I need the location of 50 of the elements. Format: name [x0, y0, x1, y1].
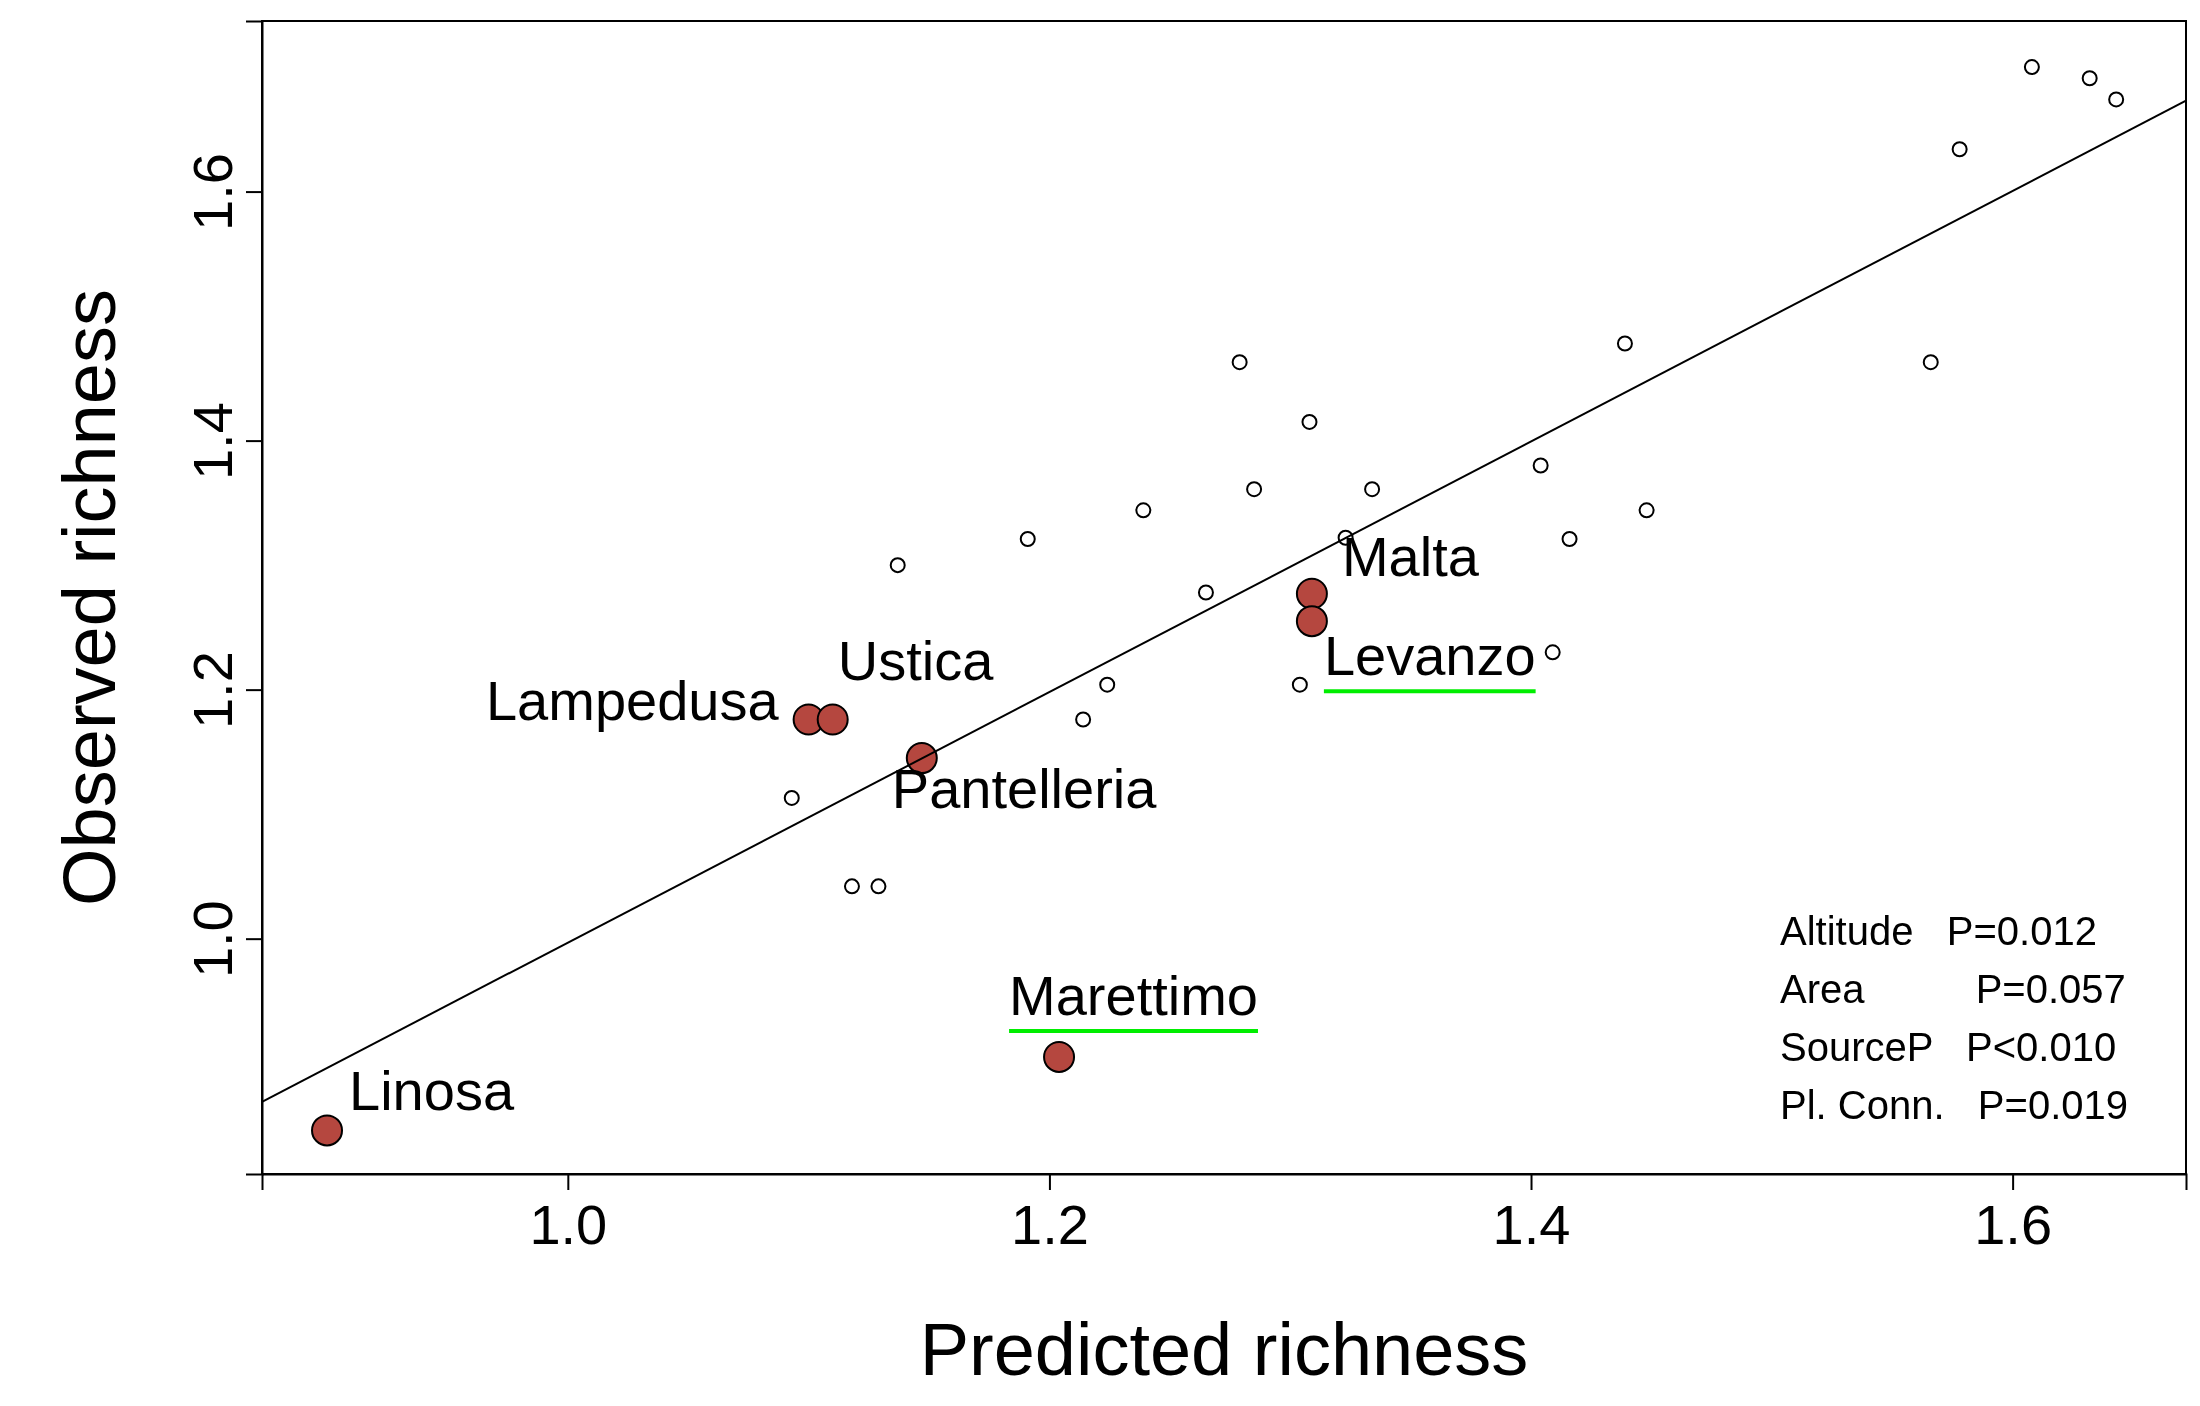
y-tick-label: 1.0	[180, 900, 244, 979]
annotation: Linosa	[349, 1059, 515, 1123]
annotation: Lampedusa	[485, 668, 780, 732]
annotation: Malta	[1341, 524, 1480, 588]
point	[1532, 457, 1549, 474]
point	[2108, 91, 2125, 108]
annotation: Marettimo	[1009, 963, 1258, 1027]
point	[889, 557, 906, 574]
point	[1544, 644, 1561, 661]
point	[843, 878, 860, 895]
point	[1043, 1040, 1076, 1073]
point	[783, 789, 800, 806]
point	[311, 1114, 344, 1147]
point	[870, 878, 887, 895]
point	[1951, 141, 1968, 158]
point	[1019, 530, 1036, 547]
y-tick-label: 1.2	[180, 651, 244, 730]
point	[1075, 711, 1092, 728]
point	[1231, 354, 1248, 371]
point	[1301, 413, 1318, 430]
point	[2023, 59, 2040, 76]
x-tick-label: 1.0	[529, 1192, 608, 1256]
annotation: Pantelleria	[891, 757, 1158, 821]
annotation: Area P=0.057	[1780, 967, 2126, 1011]
x-axis-title: Predicted richness	[919, 1308, 1529, 1391]
point	[1246, 481, 1263, 498]
point	[1197, 584, 1214, 601]
annotation: Levanzo	[1323, 624, 1536, 688]
point	[1291, 676, 1308, 693]
annotation: Ustica	[837, 628, 995, 692]
point	[2081, 70, 2098, 87]
point	[1364, 481, 1381, 498]
point	[1295, 605, 1328, 638]
point	[1099, 676, 1116, 693]
point	[1616, 335, 1633, 352]
point	[1561, 530, 1578, 547]
x-tick-label: 1.6	[1974, 1192, 2053, 1256]
point	[1638, 502, 1655, 519]
point	[1295, 577, 1328, 610]
x-tick-label: 1.4	[1492, 1192, 1571, 1256]
y-axis-title: Observed richness	[48, 289, 131, 906]
y-tick-label: 1.4	[180, 402, 244, 481]
point	[1135, 502, 1152, 519]
point	[1922, 354, 1939, 371]
point	[816, 703, 849, 736]
x-tick-label: 1.2	[1010, 1192, 1089, 1256]
annotation: Altitude P=0.012	[1780, 909, 2097, 953]
annotation: SourceP P<0.010	[1780, 1025, 2117, 1069]
y-tick-label: 1.6	[180, 153, 244, 232]
annotation: Pl. Conn. P=0.019	[1780, 1083, 2129, 1127]
